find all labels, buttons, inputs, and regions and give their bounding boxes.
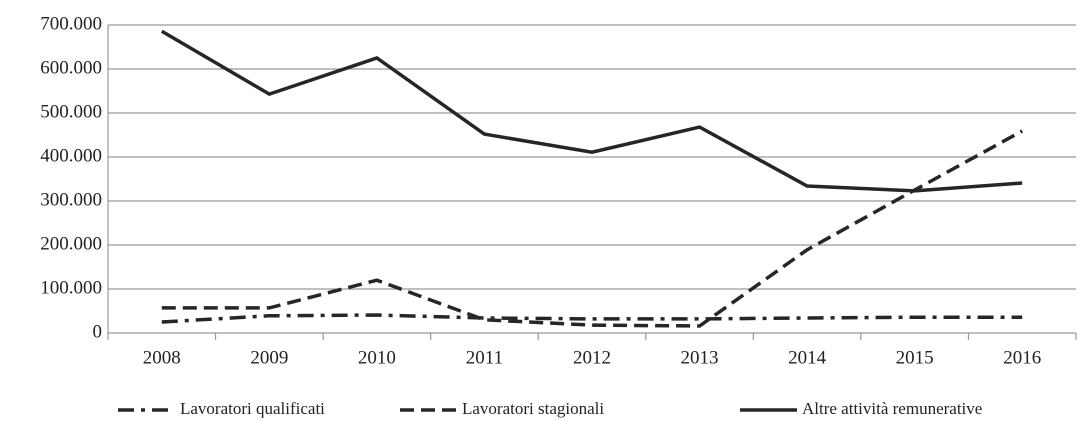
x-tick-label: 2011 (466, 347, 503, 368)
x-tick-label: 2009 (250, 347, 288, 368)
y-tick-label: 0 (93, 321, 103, 342)
y-tick-label: 600.000 (40, 57, 102, 78)
y-tick-label: 300.000 (40, 189, 102, 210)
series-line (161, 313, 1023, 324)
x-tick-label: 2012 (573, 347, 611, 368)
legend-label: Altre attività remunerative (802, 399, 982, 418)
x-tick-label: 2016 (1003, 347, 1041, 368)
y-tick-label: 100.000 (40, 277, 102, 298)
y-tick-label: 400.000 (40, 145, 102, 166)
x-tick-label: 2014 (788, 347, 827, 368)
legend-label: Lavoratori qualificati (180, 399, 325, 418)
y-tick-label: 200.000 (40, 233, 102, 254)
x-tick-label: 2008 (143, 347, 181, 368)
legend-label: Lavoratori stagionali (462, 399, 604, 418)
x-tick-label: 2015 (896, 347, 934, 368)
x-tick-label: 2013 (681, 347, 719, 368)
series-line (160, 29, 1023, 193)
series-line (161, 129, 1024, 328)
x-tick-label: 2010 (358, 347, 396, 368)
y-tick-label: 500.000 (40, 101, 102, 122)
y-tick-label: 700.000 (40, 13, 102, 34)
